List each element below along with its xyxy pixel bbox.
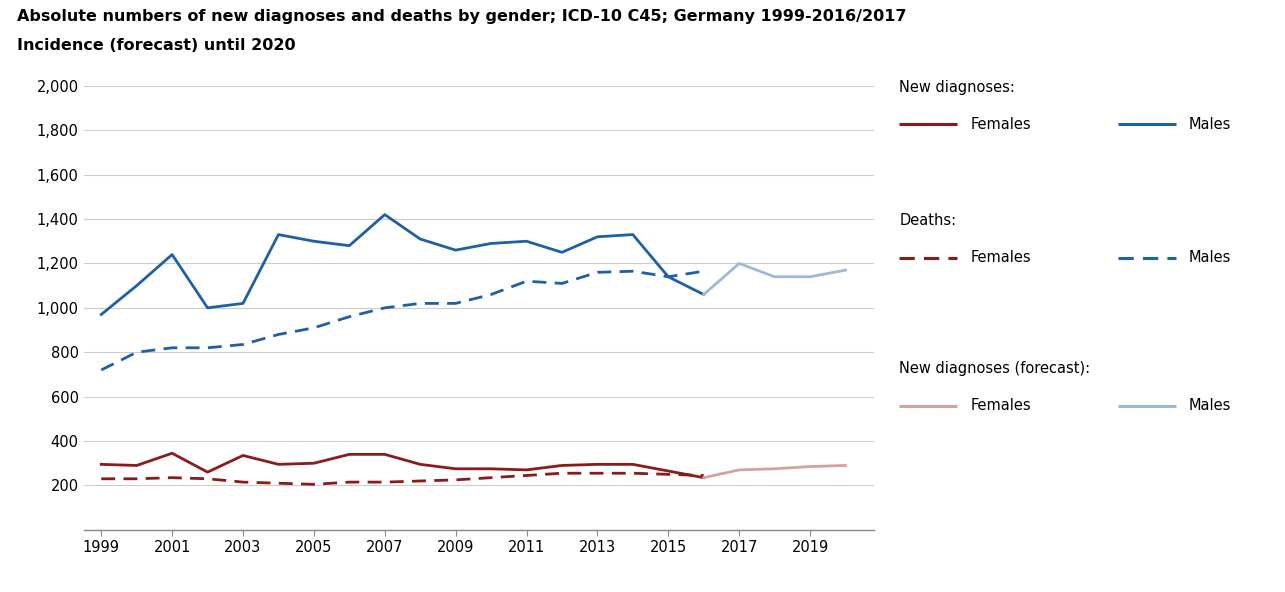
- Text: Absolute numbers of new diagnoses and deaths by gender; ICD-10 C45; Germany 1999: Absolute numbers of new diagnoses and de…: [17, 9, 906, 24]
- Text: Males: Males: [1189, 398, 1231, 413]
- Text: New diagnoses (forecast):: New diagnoses (forecast):: [899, 361, 1091, 376]
- Text: Males: Males: [1189, 250, 1231, 265]
- Text: New diagnoses:: New diagnoses:: [899, 80, 1015, 95]
- Text: Females: Females: [970, 250, 1031, 265]
- Text: Deaths:: Deaths:: [899, 213, 956, 228]
- Text: Females: Females: [970, 117, 1031, 132]
- Text: Females: Females: [970, 398, 1031, 413]
- Text: Incidence (forecast) until 2020: Incidence (forecast) until 2020: [17, 38, 296, 53]
- Text: Males: Males: [1189, 117, 1231, 132]
